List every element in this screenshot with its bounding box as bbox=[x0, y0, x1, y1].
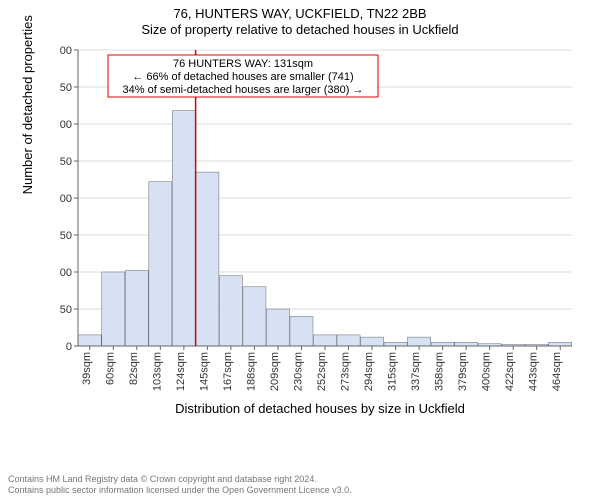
svg-text:250: 250 bbox=[60, 156, 72, 168]
address-title: 76, HUNTERS WAY, UCKFIELD, TN22 2BB bbox=[0, 6, 600, 22]
subtitle: Size of property relative to detached ho… bbox=[0, 22, 600, 38]
footer-line-1: Contains HM Land Registry data © Crown c… bbox=[8, 474, 352, 485]
svg-text:76 HUNTERS WAY: 131sqm: 76 HUNTERS WAY: 131sqm bbox=[173, 58, 313, 70]
svg-text:60sqm: 60sqm bbox=[104, 352, 116, 385]
svg-text:400: 400 bbox=[60, 45, 72, 57]
svg-text:379sqm: 379sqm bbox=[457, 352, 469, 391]
svg-text:100: 100 bbox=[60, 267, 72, 279]
title-block: 76, HUNTERS WAY, UCKFIELD, TN22 2BB Size… bbox=[0, 0, 600, 37]
y-axis-label: Number of detached properties bbox=[20, 15, 35, 194]
svg-text:273sqm: 273sqm bbox=[340, 352, 352, 391]
x-axis-label: Distribution of detached houses by size … bbox=[60, 401, 580, 416]
histogram-chart: 0 50 100 150 200 250 300 350 400 39sqm 60sqm 82sqm 1… bbox=[60, 44, 580, 414]
svg-text:209sqm: 209sqm bbox=[269, 352, 281, 391]
svg-text:103sqm: 103sqm bbox=[151, 352, 163, 391]
svg-text:464sqm: 464sqm bbox=[551, 352, 563, 391]
svg-text:200: 200 bbox=[60, 193, 72, 205]
svg-text:34% of semi-detached houses ar: 34% of semi-detached houses are larger (… bbox=[123, 84, 364, 96]
svg-text:422sqm: 422sqm bbox=[504, 352, 516, 391]
svg-text:145sqm: 145sqm bbox=[198, 352, 210, 391]
svg-text:82sqm: 82sqm bbox=[128, 352, 140, 385]
svg-text:443sqm: 443sqm bbox=[528, 352, 540, 391]
svg-text:← 66% of detached houses are s: ← 66% of detached houses are smaller (74… bbox=[132, 71, 353, 83]
svg-text:39sqm: 39sqm bbox=[81, 352, 93, 385]
svg-text:150: 150 bbox=[60, 230, 72, 242]
footer-line-2: Contains public sector information licen… bbox=[8, 485, 352, 496]
svg-text:167sqm: 167sqm bbox=[222, 352, 234, 391]
svg-text:400sqm: 400sqm bbox=[481, 352, 493, 391]
svg-text:0: 0 bbox=[66, 341, 72, 353]
svg-text:252sqm: 252sqm bbox=[316, 352, 328, 391]
footer-attribution: Contains HM Land Registry data © Crown c… bbox=[8, 474, 352, 496]
svg-text:358sqm: 358sqm bbox=[434, 352, 446, 391]
svg-text:188sqm: 188sqm bbox=[245, 352, 257, 391]
svg-text:230sqm: 230sqm bbox=[292, 352, 304, 391]
svg-text:124sqm: 124sqm bbox=[175, 352, 187, 391]
chart-container: 0 50 100 150 200 250 300 350 400 39sqm 60sqm 82sqm 1… bbox=[60, 44, 580, 414]
svg-text:337sqm: 337sqm bbox=[410, 352, 422, 391]
svg-text:315sqm: 315sqm bbox=[387, 352, 399, 391]
svg-text:350: 350 bbox=[60, 82, 72, 94]
svg-text:50: 50 bbox=[60, 304, 72, 316]
svg-text:300: 300 bbox=[60, 119, 72, 131]
svg-text:294sqm: 294sqm bbox=[363, 352, 375, 391]
